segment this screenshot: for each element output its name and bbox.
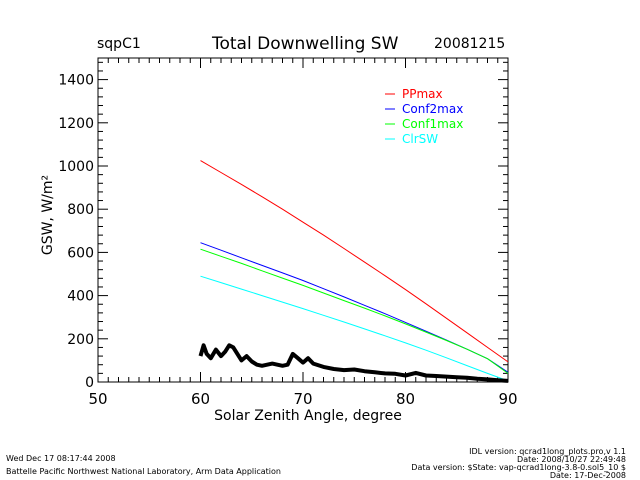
y-tick-label: 200 [67,332,94,348]
y-tick-label: 1000 [58,159,94,175]
x-tick-label: 90 [498,390,517,408]
date-label: 20081215 [434,36,506,52]
legend-label: PPmax [402,87,443,101]
y-tick-label: 1200 [58,116,94,132]
y-tick-label: 1400 [58,73,94,89]
footer-data-date: Date: 17-Dec-2008 [549,471,626,480]
legend-label: Conf2max [402,102,463,116]
y-tick-label: 0 [85,375,94,391]
footer-timestamp: Wed Dec 17 08:17:44 2008 [6,454,116,463]
series-line-conf2max [200,242,509,373]
x-axis-label: Solar Zenith Angle, degree [214,408,402,424]
legend-label: ClrSW [402,132,438,146]
y-axis-label: GSW, W/m² [40,175,56,255]
legend-label: Conf1max [402,117,463,131]
x-tick-label: 80 [396,390,415,408]
series-line-ppmax [200,160,509,363]
footer-org: Battelle Pacific Northwest National Labo… [6,467,281,476]
x-tick-label: 60 [191,390,210,408]
footer-idl-date: Date: 2008/10/27 22:49:48 [517,455,626,464]
series-line-observed-gsw [198,343,509,383]
series-line-clrsw [200,275,509,382]
y-tick-label: 400 [67,289,94,305]
footer-left: Wed Dec 17 08:17:44 2008 Battelle Pacifi… [6,452,281,478]
y-tick-label: 800 [67,202,94,218]
x-tick-label: 50 [88,390,107,408]
footer-right: IDL version: qcrad1long_plots.pro,v 1.1 … [411,448,626,480]
footer-idl-version: IDL version: qcrad1long_plots.pro,v 1.1 [469,447,626,456]
site-label: sqpC1 [97,36,141,52]
series-line-conf1max [200,248,509,374]
footer-data-version: Data version: $State: vap-qcrad1long-3.8… [411,463,626,472]
y-tick-label: 600 [67,245,94,261]
chart-title: Total Downwelling SW [212,34,399,54]
x-tick-label: 70 [293,390,312,408]
